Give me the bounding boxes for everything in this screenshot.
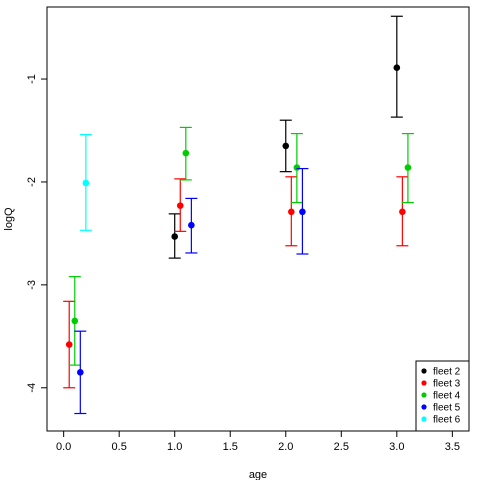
legend-label: fleet 5 — [433, 403, 461, 414]
data-point — [393, 64, 401, 72]
data-point — [176, 202, 184, 209]
series-fleet-6 — [79, 134, 92, 231]
y-tick-label: -4 — [26, 383, 38, 393]
series-fleet-2 — [168, 15, 403, 259]
y-axis-title: logQ — [3, 207, 15, 231]
legend-marker — [421, 416, 427, 422]
series-fleet-3 — [63, 176, 409, 389]
data-point — [293, 164, 301, 171]
axes: 0.0 0.5 1.0 1.5 2.0 2.5 3.0 3.5 -4 -3 -2 -1 age logQ — [3, 74, 460, 480]
x-tick-label: 3.5 — [445, 441, 460, 453]
x-tick-label: 2.5 — [334, 441, 349, 453]
x-tick-label: 3.0 — [389, 441, 404, 453]
x-tick-label: 1.0 — [167, 441, 182, 453]
y-tick-label: -3 — [26, 280, 38, 290]
plot-frame — [46, 6, 470, 432]
data-point — [71, 317, 79, 325]
data-point — [282, 142, 290, 150]
plot-marks — [63, 15, 414, 415]
y-tick-label: -2 — [26, 177, 38, 187]
data-point — [188, 221, 195, 229]
data-point — [288, 208, 295, 216]
legend-marker — [421, 380, 427, 386]
series-fleet-5 — [74, 167, 309, 415]
legend-label: fleet 6 — [433, 415, 461, 426]
y-tick-label: -1 — [26, 74, 38, 84]
legend-label: fleet 4 — [433, 391, 461, 402]
series-fleet-4 — [68, 126, 414, 366]
x-axis-title: age — [249, 469, 267, 480]
data-point — [399, 208, 406, 216]
data-point — [65, 341, 73, 348]
legend-label: fleet 2 — [433, 367, 461, 378]
legend-marker — [421, 368, 427, 374]
data-point — [77, 369, 84, 376]
x-tick-label: 2.0 — [278, 441, 293, 453]
x-tick-label: 1.5 — [223, 441, 238, 453]
x-tick-label: 0.5 — [112, 441, 127, 453]
data-point — [182, 149, 190, 157]
legend-marker — [421, 392, 427, 398]
data-point — [82, 179, 90, 187]
data-point — [171, 233, 179, 240]
data-point — [404, 164, 412, 171]
data-point — [299, 208, 306, 216]
legend-label: fleet 3 — [433, 379, 461, 390]
legend-marker — [421, 404, 427, 410]
x-tick-label: 0.0 — [56, 441, 71, 453]
